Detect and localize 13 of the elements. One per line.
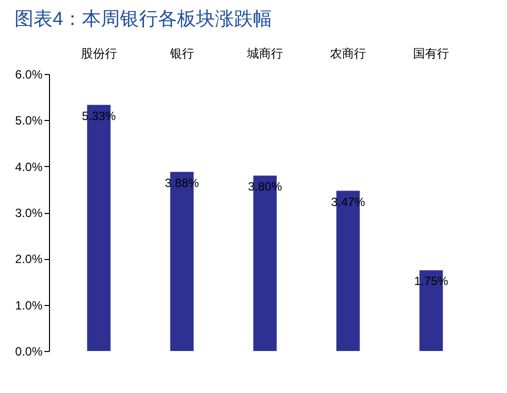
y-tick-label: 2.0% xyxy=(15,252,43,266)
y-tick-label: 0.0% xyxy=(15,344,43,358)
y-tick-label: 4.0% xyxy=(15,160,43,174)
chart-title: 图表4：本周银行各板块涨跌幅 xyxy=(14,9,272,30)
y-tick-label: 3.0% xyxy=(15,206,43,220)
x-tick-label: 银行 xyxy=(168,46,194,60)
x-tick-label: 农商行 xyxy=(330,46,366,60)
y-tick-label: 5.0% xyxy=(15,114,43,128)
y-tick-label: 1.0% xyxy=(15,298,43,312)
y-tick-label: 6.0% xyxy=(15,68,43,82)
x-tick-label: 股份行 xyxy=(80,46,117,60)
x-tick-label: 国有行 xyxy=(413,46,450,60)
x-tick-label: 城商行 xyxy=(246,46,283,60)
